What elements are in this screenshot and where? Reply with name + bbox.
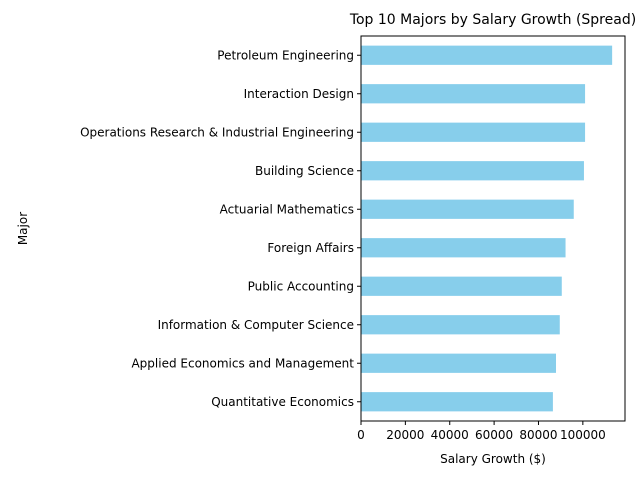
x-tick-label: 100000 — [560, 428, 606, 442]
y-tick-label: Building Science — [255, 164, 354, 178]
y-tick-label: Public Accounting — [248, 279, 354, 293]
y-tick-label: Interaction Design — [244, 87, 354, 101]
y-tick-label: Foreign Affairs — [267, 241, 354, 255]
y-tick-label: Operations Research & Industrial Enginee… — [80, 125, 354, 139]
bar — [361, 392, 553, 412]
y-axis-ticks: Quantitative Economics Applied Economics … — [80, 48, 361, 409]
x-tick-label: 80000 — [519, 428, 557, 442]
plot-area-frame — [360, 35, 626, 422]
x-tick-label: 0 — [357, 428, 365, 442]
y-tick-label: Petroleum Engineering — [217, 48, 354, 62]
bar — [361, 199, 574, 219]
y-tick-label: Applied Economics and Management — [131, 356, 354, 370]
x-tick-label: 60000 — [475, 428, 513, 442]
bar — [361, 161, 584, 181]
bar — [361, 315, 560, 335]
bar — [361, 84, 586, 104]
y-tick-label: Information & Computer Science — [158, 318, 354, 332]
bar — [361, 276, 562, 296]
x-axis-label: Salary Growth ($) — [440, 452, 546, 466]
x-tick-label: 40000 — [431, 428, 469, 442]
y-tick-label: Quantitative Economics — [211, 395, 354, 409]
bar — [361, 122, 586, 142]
y-tick-label: Actuarial Mathematics — [220, 202, 354, 216]
bar — [361, 353, 557, 373]
y-axis-label: Major — [16, 212, 30, 245]
bars-group — [361, 45, 613, 412]
chart-title: Top 10 Majors by Salary Growth (Spread) — [349, 12, 636, 28]
bar — [361, 238, 566, 258]
x-tick-label: 20000 — [386, 428, 424, 442]
bar — [361, 45, 613, 65]
x-axis-ticks: 0 20000 40000 60000 80000 100000 — [357, 421, 606, 442]
